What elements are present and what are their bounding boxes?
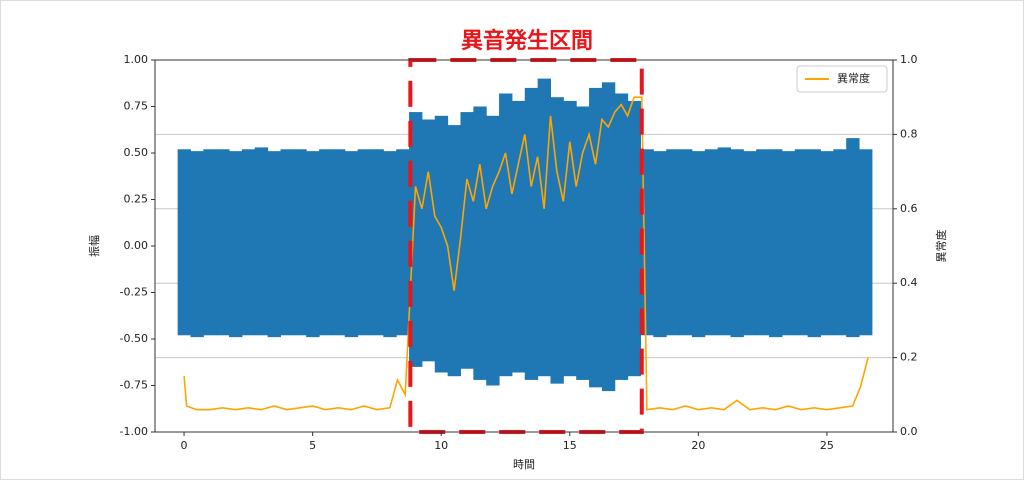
waveform-segment	[730, 149, 744, 338]
waveform-segment	[421, 119, 436, 362]
waveform-segment	[229, 151, 243, 338]
waveform-segment	[833, 149, 847, 336]
waveform-segment	[627, 100, 641, 377]
waveform-segment	[177, 149, 191, 336]
y2-tick-label: 0.6	[900, 202, 918, 215]
y-tick-label: -0.50	[120, 332, 148, 345]
waveform-segment	[691, 151, 706, 338]
y-tick-label: -0.25	[120, 286, 148, 299]
y2-axis-label: 異常度	[934, 230, 948, 263]
x-tick-label: 20	[691, 439, 705, 452]
waveform-segment	[756, 149, 770, 336]
y-tick-label: -0.75	[120, 379, 148, 392]
waveform-segment	[383, 151, 397, 338]
waveform-segment	[319, 149, 333, 336]
waveform-segment	[576, 106, 590, 380]
waveform-segment	[704, 149, 719, 336]
waveform-segment	[524, 87, 539, 380]
waveform-segment	[306, 151, 320, 338]
waveform-segment	[486, 115, 500, 386]
waveform-segment	[280, 149, 294, 336]
anomaly-line	[183, 96, 869, 411]
waveform-segment	[743, 151, 757, 336]
waveform-segment	[589, 87, 603, 388]
waveform-segment	[653, 151, 667, 338]
y-tick-label: 1.00	[124, 53, 149, 66]
y-tick-label: 0.25	[124, 193, 149, 206]
waveform-segment	[769, 149, 783, 338]
waveform-segment	[550, 97, 564, 384]
waveform-segment	[859, 149, 873, 336]
waveform-segment	[781, 151, 796, 336]
y2-tick-label: 0.0	[900, 425, 918, 438]
waveform-segment	[396, 149, 410, 336]
waveform-segment	[293, 149, 307, 336]
waveform-segment	[601, 82, 616, 392]
waveform-segment	[434, 115, 449, 373]
x-tick-label: 25	[820, 439, 834, 452]
x-tick-label: 5	[309, 439, 316, 452]
legend-label: 異常度	[837, 71, 870, 85]
y2-tick-label: 0.2	[900, 351, 918, 364]
x-tick-label: 15	[563, 439, 577, 452]
waveform-segment	[511, 100, 526, 373]
legend-box	[796, 65, 888, 93]
waveform-segment	[331, 149, 346, 336]
waveform-segment	[460, 112, 474, 369]
x-tick-label: 10	[434, 439, 448, 452]
waveform-segment	[190, 151, 204, 338]
waveform-segment	[370, 149, 384, 336]
waveform-segment	[254, 147, 269, 336]
waveform-segment	[820, 151, 834, 336]
y-tick-label: 0.75	[124, 100, 149, 113]
waveform-segment	[537, 78, 551, 377]
waveform-segment	[794, 149, 809, 336]
waveform-segment	[267, 151, 281, 338]
y-tick-label: 0.50	[124, 146, 149, 159]
plot	[177, 78, 873, 411]
waveform-segment	[717, 147, 731, 336]
waveform-segment	[614, 93, 629, 380]
highlight-label: 異音発生区間	[461, 28, 593, 54]
waveform-segment	[499, 93, 513, 377]
highlight-region	[408, 58, 644, 434]
x-tick-label: 0	[181, 439, 188, 452]
waveform-segment	[846, 138, 860, 338]
x-axis-label: 時間	[513, 458, 535, 471]
waveform-segment	[241, 149, 256, 336]
waveform-segment	[203, 149, 217, 336]
y2-tick-label: 0.4	[900, 276, 918, 289]
y-tick-label: -1.00	[120, 425, 148, 438]
waveform-segment	[357, 149, 371, 336]
y2-tick-label: 0.8	[900, 127, 918, 140]
waveform-segment	[473, 106, 487, 380]
waveform-segment	[679, 149, 693, 336]
waveform-segment	[216, 149, 230, 336]
waveform-segment	[447, 125, 461, 377]
waveform-segment	[344, 151, 359, 338]
waveform-segment	[807, 149, 821, 338]
y-tick-label: 0.00	[124, 239, 149, 252]
y2-tick-label: 1.0	[900, 53, 918, 66]
waveform-segment	[409, 112, 423, 367]
y-axis-label: 振幅	[87, 235, 101, 257]
waveform-segment	[666, 149, 680, 336]
